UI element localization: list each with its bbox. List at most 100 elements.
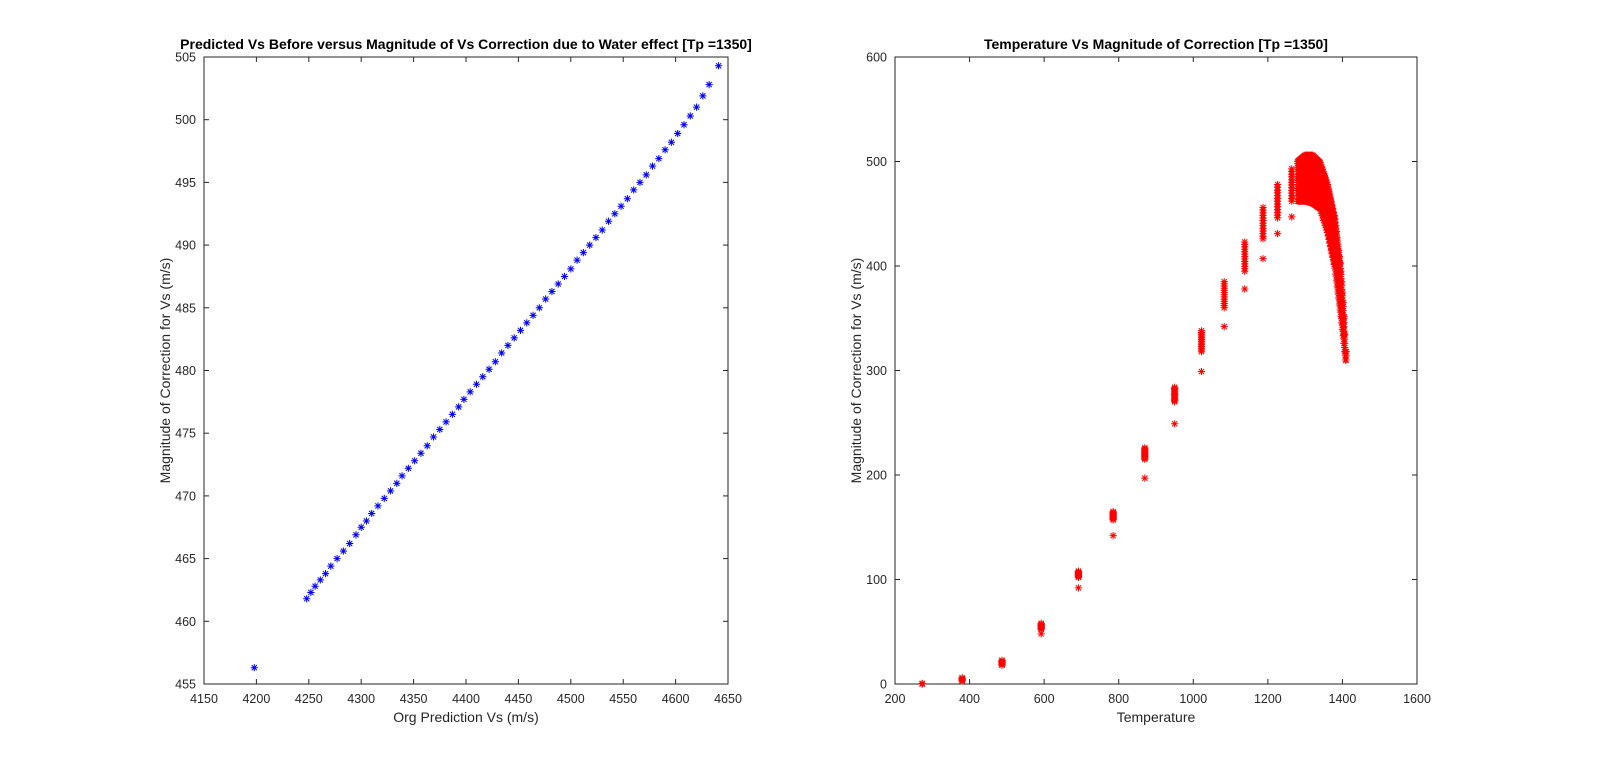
data-point-marker	[592, 233, 600, 242]
dense-band-marker	[1335, 262, 1344, 271]
dense-band-marker	[1336, 259, 1344, 267]
left-plot-x-axis-label: Org Prediction Vs (m/s)	[393, 709, 538, 725]
data-point-marker	[611, 210, 619, 218]
right-scatter-plot: Temperature Vs Magnitude of Correction […	[848, 36, 1431, 725]
data-point-marker	[642, 171, 650, 179]
data-point-marker	[368, 509, 376, 518]
dense-band-marker	[1339, 307, 1347, 315]
right-plot-title: Temperature Vs Magnitude of Correction […	[984, 36, 1328, 52]
dense-band-marker	[1320, 219, 1329, 227]
data-point-marker	[339, 547, 347, 555]
dense-band-marker	[1317, 194, 1325, 202]
data-point-marker	[393, 479, 401, 487]
dense-band-marker	[1316, 196, 1324, 204]
dense-band-marker	[1334, 240, 1342, 248]
right-x-tick-label: 200	[885, 692, 906, 706]
dense-band-marker	[1317, 176, 1326, 184]
left-x-tick-label: 4200	[242, 692, 270, 706]
dense-band-marker	[1320, 196, 1328, 204]
dense-band-marker	[1331, 215, 1339, 223]
data-point-marker	[714, 62, 723, 70]
cluster-marker	[1197, 327, 1206, 335]
dense-band-marker	[1338, 302, 1346, 310]
data-point-marker	[357, 523, 365, 531]
dense-band-marker	[1320, 185, 1329, 194]
right-y-tick-label: 100	[866, 573, 887, 587]
dense-band-marker	[1317, 201, 1326, 209]
dense-band-marker	[1324, 184, 1332, 192]
data-point-marker	[604, 217, 613, 225]
left-x-tick-label: 4650	[714, 692, 742, 706]
left-plot-title: Predicted Vs Before versus Magnitude of …	[180, 36, 752, 52]
data-point-marker	[398, 472, 406, 480]
dense-band-marker	[1326, 191, 1334, 199]
dense-band-marker	[1338, 304, 1347, 313]
data-point-marker	[554, 280, 562, 288]
dense-band-marker	[1338, 292, 1347, 300]
dense-band-marker	[1316, 200, 1324, 208]
dense-band-marker	[1320, 181, 1329, 189]
dense-band-marker	[1319, 167, 1327, 175]
dense-band-marker	[1339, 303, 1347, 311]
dense-band-marker	[1331, 231, 1339, 239]
data-point-marker	[333, 555, 341, 563]
data-point-marker	[436, 425, 444, 434]
dense-band-marker	[1321, 196, 1329, 204]
cluster-outlier-marker	[1141, 474, 1149, 482]
dense-band-marker	[1340, 312, 1348, 321]
dense-band-marker	[1317, 207, 1325, 215]
data-point-marker	[510, 334, 518, 342]
right-x-tick-label: 800	[1108, 692, 1129, 706]
dense-band-marker	[1322, 176, 1330, 184]
data-point-marker	[448, 410, 456, 418]
data-point-marker	[504, 341, 512, 350]
dense-band-marker	[1319, 210, 1327, 218]
data-point-marker	[307, 588, 315, 597]
left-x-tick-label: 4150	[190, 692, 218, 706]
data-point-marker	[429, 433, 438, 441]
data-point-marker	[680, 121, 688, 129]
dense-band-marker	[1320, 216, 1328, 225]
right-y-tick-label: 400	[866, 260, 887, 274]
dense-band-marker	[1338, 300, 1347, 308]
left-x-tick-label: 4400	[452, 692, 480, 706]
dense-band-marker	[1341, 330, 1349, 338]
dense-band-marker	[1320, 194, 1329, 202]
left-plot-markers	[250, 62, 723, 672]
data-point-marker	[250, 664, 258, 672]
cluster-marker	[1220, 278, 1228, 286]
data-point-marker	[623, 195, 631, 203]
dense-band-marker	[1319, 206, 1327, 214]
dense-band-marker	[1316, 175, 1324, 183]
dense-band-marker	[1321, 213, 1329, 221]
dense-band-marker	[1319, 181, 1327, 189]
dense-band-marker	[1339, 311, 1347, 319]
data-point-marker	[579, 249, 587, 257]
dense-band-marker	[1323, 178, 1331, 186]
cluster-outlier-marker	[958, 677, 966, 685]
dense-band-marker	[1333, 249, 1341, 257]
cluster-marker	[998, 656, 1006, 664]
right-plot-y-axis-label: Magnitude of Correction for Vs (m/s)	[848, 258, 864, 484]
cluster-outlier-marker	[1288, 213, 1296, 221]
dense-band-marker	[1332, 243, 1341, 251]
dense-band-marker	[1317, 180, 1326, 188]
data-point-marker	[491, 358, 499, 366]
data-point-marker	[667, 138, 676, 146]
dense-band-marker	[1338, 296, 1347, 304]
dense-band-marker	[1319, 197, 1327, 206]
dense-band-marker	[1320, 190, 1329, 198]
left-x-tick-label: 4550	[609, 692, 637, 706]
data-point-marker	[455, 403, 463, 411]
dense-band-marker	[1319, 214, 1327, 222]
data-point-marker	[316, 576, 324, 584]
cluster-marker	[1074, 567, 1083, 575]
dense-band-marker	[1317, 205, 1326, 213]
dense-band-marker	[1321, 221, 1329, 229]
dense-band-marker	[1320, 204, 1328, 212]
cluster-marker	[1037, 619, 1045, 627]
data-point-marker	[404, 464, 412, 472]
cluster-outlier-marker	[1074, 584, 1083, 592]
right-plot-axes-box	[894, 56, 1418, 685]
left-y-tick-label: 470	[175, 489, 196, 503]
